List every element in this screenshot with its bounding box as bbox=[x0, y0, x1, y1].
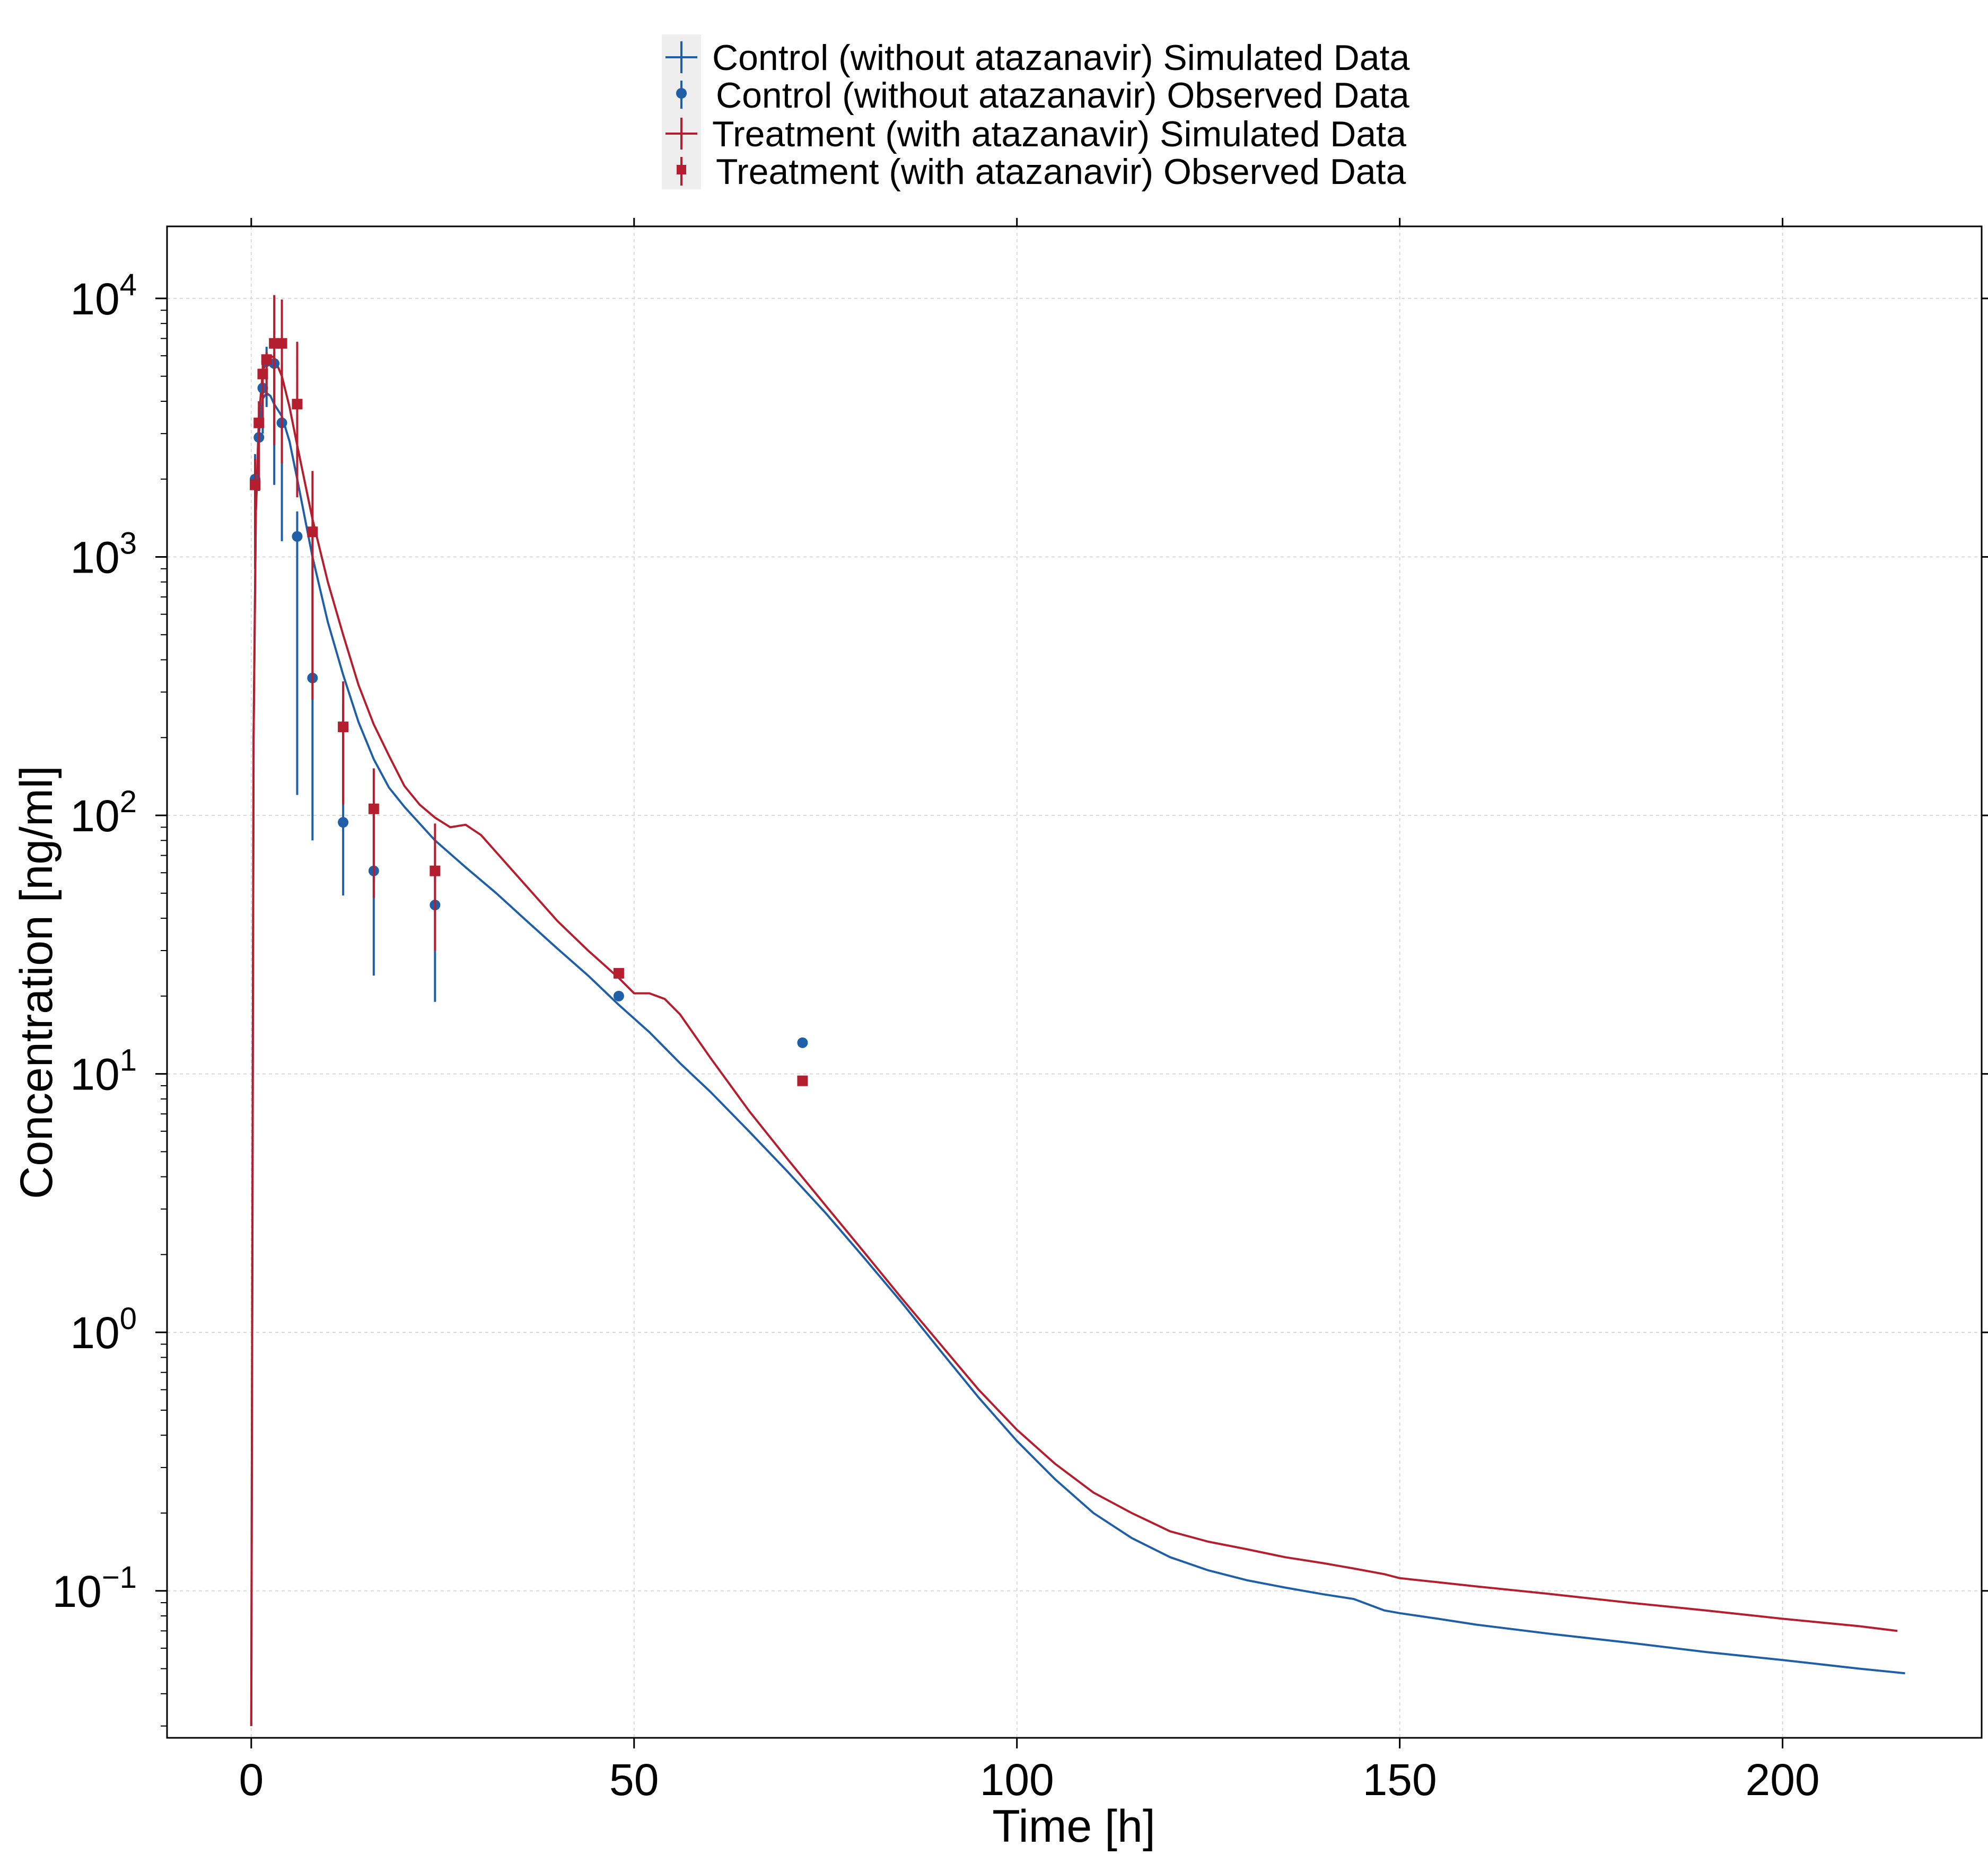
data-point bbox=[797, 1075, 808, 1086]
data-point bbox=[613, 990, 624, 1001]
series-line-control-sim bbox=[250, 392, 1905, 1726]
y-tick-label: 101 bbox=[70, 1043, 137, 1100]
x-tick-label: 100 bbox=[980, 1755, 1054, 1805]
legend-marker-treatment-simulated bbox=[665, 118, 697, 150]
x-tick-label: 200 bbox=[1746, 1755, 1820, 1805]
grid bbox=[167, 226, 1982, 1738]
y-tick-label-exponent: 0 bbox=[120, 1302, 137, 1336]
y-tick-label: 10−1 bbox=[52, 1560, 137, 1616]
series-line-treatment-sim bbox=[250, 355, 1898, 1726]
data-point bbox=[250, 479, 261, 490]
y-tick-label-base: 10 bbox=[70, 1308, 119, 1358]
minor-ticks bbox=[161, 310, 167, 1727]
legend-marker-treatment-observed bbox=[677, 157, 686, 186]
legend-label-control-observed: Control (without atazanavir) Observed Da… bbox=[716, 75, 1409, 116]
x-tick-label: 50 bbox=[609, 1755, 659, 1805]
data-point bbox=[338, 817, 349, 828]
y-tick-label-base: 10 bbox=[70, 1050, 119, 1100]
data-point bbox=[261, 354, 272, 365]
x-axis-title: Time [h] bbox=[992, 1801, 1155, 1852]
legend-marker-control-simulated bbox=[665, 41, 697, 73]
legend-marker-control-observed bbox=[676, 81, 687, 109]
data-point bbox=[338, 722, 349, 733]
series-points-treatment-obs bbox=[250, 295, 808, 1086]
data-point bbox=[292, 531, 303, 542]
data-point bbox=[257, 368, 268, 380]
data-point bbox=[292, 399, 303, 410]
x-tick-label: 0 bbox=[239, 1755, 264, 1805]
y-tick-label-exponent: −1 bbox=[102, 1560, 137, 1595]
data-point bbox=[368, 803, 379, 814]
y-tick-label: 104 bbox=[70, 268, 137, 324]
x-tick-label: 150 bbox=[1363, 1755, 1437, 1805]
legend-label-treatment-observed: Treatment (with atazanavir) Observed Dat… bbox=[716, 152, 1406, 192]
data-point bbox=[253, 417, 265, 428]
legend-label-control-simulated: Control (without atazanavir) Simulated D… bbox=[712, 38, 1409, 78]
y-axis-title: Concentration [ng/ml] bbox=[11, 766, 62, 1199]
data-point bbox=[430, 865, 441, 876]
series-layer bbox=[250, 295, 1905, 1726]
series-points-control-obs bbox=[250, 347, 808, 1048]
plot-area-frame bbox=[166, 225, 1983, 1739]
data-point bbox=[797, 1037, 808, 1048]
y-tick-label-base: 10 bbox=[70, 791, 119, 841]
y-tick-label: 103 bbox=[70, 526, 137, 582]
y-tick-label-exponent: 4 bbox=[120, 268, 137, 302]
y-tick-label: 102 bbox=[70, 785, 137, 841]
y-tick-label-exponent: 1 bbox=[120, 1043, 137, 1078]
y-tick-label-base: 10 bbox=[52, 1567, 101, 1616]
legend: Control (without atazanavir) Simulated D… bbox=[662, 34, 1409, 192]
data-point bbox=[276, 338, 287, 349]
y-tick-label-exponent: 2 bbox=[120, 785, 137, 819]
y-tick-label-base: 10 bbox=[70, 274, 119, 324]
legend-label-treatment-simulated: Treatment (with atazanavir) Simulated Da… bbox=[712, 114, 1406, 154]
y-tick-label: 100 bbox=[70, 1302, 137, 1358]
y-tick-label-exponent: 3 bbox=[120, 526, 137, 560]
data-point bbox=[613, 968, 624, 979]
data-point bbox=[307, 526, 318, 538]
y-tick-label-base: 10 bbox=[70, 532, 119, 582]
